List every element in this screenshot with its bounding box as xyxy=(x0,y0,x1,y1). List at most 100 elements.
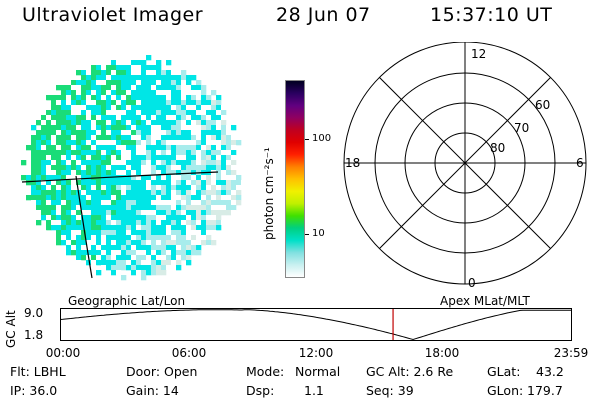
uv-image-pixel xyxy=(161,80,167,86)
uv-image-pixel xyxy=(86,100,92,106)
uv-image-pixel xyxy=(26,180,32,186)
uv-image-pixel xyxy=(231,210,237,216)
uv-image-pixel xyxy=(41,150,47,156)
uv-image-pixel xyxy=(56,100,62,106)
uv-image-pixel xyxy=(106,195,112,201)
uv-image-pixel xyxy=(141,120,147,126)
uv-image-pixel xyxy=(136,220,142,226)
uv-image-pixel xyxy=(51,135,57,141)
uv-image-pixel xyxy=(216,175,222,181)
uv-image-pixel xyxy=(151,185,157,191)
uv-image-pixel xyxy=(91,250,97,256)
uv-image-pixel xyxy=(66,235,72,241)
uv-image-pixel xyxy=(46,115,52,121)
uv-image-pixel xyxy=(231,200,237,206)
uv-image-pixel xyxy=(231,125,237,131)
uv-image-pixel xyxy=(201,150,207,156)
uv-image-pixel xyxy=(76,155,82,161)
uv-image-pixel xyxy=(146,270,152,276)
uv-image-pixel xyxy=(141,195,147,201)
uv-image-pixel xyxy=(111,140,117,146)
uv-image-pixel xyxy=(186,110,192,116)
uv-image-pixel xyxy=(176,250,182,256)
uv-image-pixel xyxy=(121,70,127,76)
uv-image-pixel xyxy=(86,180,92,186)
uv-image-pixel xyxy=(121,95,127,101)
uv-image-pixel xyxy=(191,215,197,221)
uv-image-pixel xyxy=(126,110,132,116)
uv-image-pixel xyxy=(161,160,167,166)
uv-image-pixel xyxy=(86,210,92,216)
uv-image-pixel xyxy=(36,150,42,156)
uv-image-pixel xyxy=(61,80,67,86)
uv-image-pixel xyxy=(181,190,187,196)
uv-image-pixel xyxy=(86,165,92,171)
uv-image-pixel xyxy=(226,165,232,171)
uv-image-pixel xyxy=(186,240,192,246)
uv-image-pixel xyxy=(41,130,47,136)
uv-image-pixel xyxy=(121,65,127,71)
uv-image-pixel xyxy=(146,135,152,141)
uv-image-pixel xyxy=(161,70,167,76)
uv-image-pixel xyxy=(131,210,137,216)
uv-image-pixel xyxy=(186,250,192,256)
uv-image-pixel xyxy=(96,155,102,161)
uv-image-pixel xyxy=(116,210,122,216)
uv-image-pixel xyxy=(51,140,57,146)
uv-image-pixel xyxy=(211,230,217,236)
uv-image-pixel xyxy=(56,175,62,181)
uv-image-pixel xyxy=(126,135,132,141)
uv-image-pixel xyxy=(111,170,117,176)
uv-image-pixel xyxy=(111,215,117,221)
uv-image-pixel xyxy=(141,130,147,136)
uv-image-pixel xyxy=(201,220,207,226)
uv-image-pixel xyxy=(151,125,157,131)
uv-image-pixel xyxy=(126,140,132,146)
uv-image-pixel xyxy=(101,65,107,71)
uv-image-pixel xyxy=(161,170,167,176)
uv-image-pixel xyxy=(66,220,72,226)
uv-image-pixel xyxy=(151,200,157,206)
uv-image-pixel xyxy=(101,245,107,251)
uv-image-pixel xyxy=(31,160,37,166)
mode-label: Mode: xyxy=(246,364,285,379)
uv-image-pixel xyxy=(81,115,87,121)
uv-image-pixel xyxy=(201,230,207,236)
uv-image-pixel xyxy=(41,115,47,121)
uv-image-pixel xyxy=(131,65,137,71)
uv-image-pixel xyxy=(126,105,132,111)
uv-image-pixel xyxy=(51,125,57,131)
uv-image-pixel xyxy=(146,230,152,236)
uv-image-pixel xyxy=(231,185,237,191)
uv-image-pixel xyxy=(166,235,172,241)
uv-image-pixel xyxy=(51,130,57,136)
uv-image-pixel xyxy=(216,100,222,106)
uv-image-pixel xyxy=(206,195,212,201)
uv-image-pixel xyxy=(76,85,82,91)
uv-image-pixel xyxy=(191,100,197,106)
altitude-timeline xyxy=(60,308,572,341)
uv-image-pixel xyxy=(131,225,137,231)
uv-image-pixel xyxy=(191,115,197,121)
uv-image-pixel xyxy=(81,210,87,216)
uv-image-pixel xyxy=(31,145,37,151)
uv-image-pixel xyxy=(91,135,97,141)
uv-image-pixel xyxy=(66,225,72,231)
uv-image-pixel xyxy=(46,95,52,101)
uv-image-pixel xyxy=(171,240,177,246)
uv-image-pixel xyxy=(81,95,87,101)
uv-image-pixel xyxy=(151,255,157,261)
uv-image-pixel xyxy=(41,170,47,176)
uv-image-pixel xyxy=(161,145,167,151)
uv-image-pixel xyxy=(136,210,142,216)
uv-image-pixel xyxy=(186,100,192,106)
uv-image-pixel xyxy=(141,140,147,146)
uv-image-pixel xyxy=(111,60,117,66)
uv-image-pixel xyxy=(146,105,152,111)
uv-image-pixel xyxy=(91,85,97,91)
uv-image-pixel xyxy=(66,240,72,246)
uv-image-pixel xyxy=(216,195,222,201)
uv-image-pixel xyxy=(131,145,137,151)
uv-image-pixel xyxy=(81,235,87,241)
uv-image-pixel xyxy=(201,185,207,191)
